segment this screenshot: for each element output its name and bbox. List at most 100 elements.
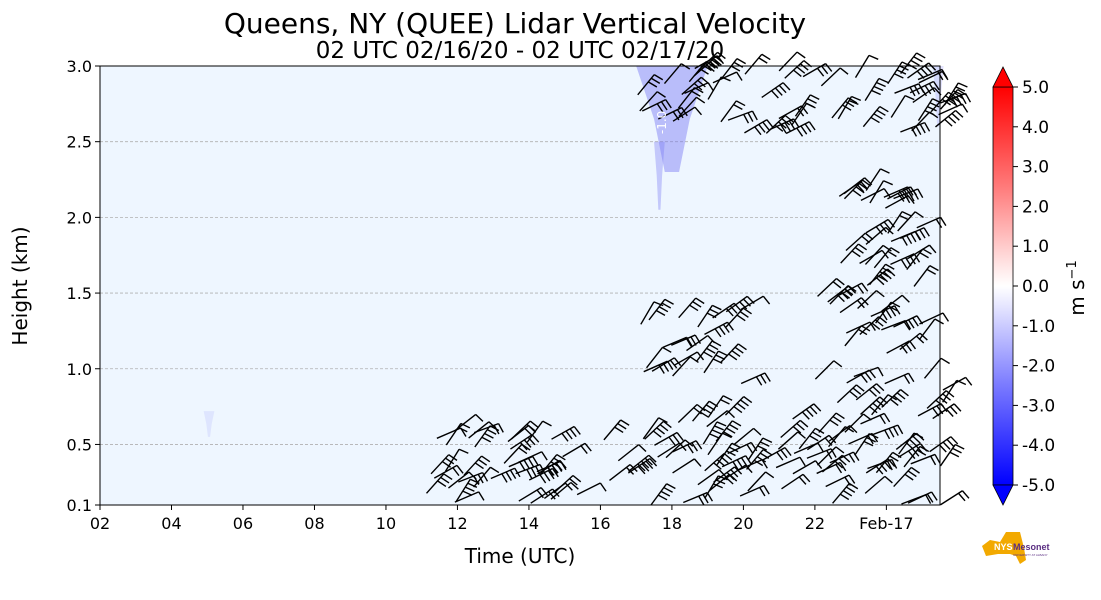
wind-barb bbox=[940, 490, 970, 506]
wind-barb bbox=[791, 102, 816, 126]
wind-barb bbox=[510, 420, 539, 440]
downdraft-region bbox=[932, 66, 944, 127]
plot-background bbox=[100, 66, 940, 505]
chart-title: Queens, NY (QUEE) Lidar Vertical Velocit… bbox=[224, 7, 806, 40]
wind-barb bbox=[839, 297, 869, 314]
wind-barb bbox=[860, 412, 891, 425]
plot-frame bbox=[99, 65, 941, 506]
wind-barb bbox=[913, 265, 939, 287]
wind-barb bbox=[899, 332, 928, 351]
colorbar-tick-label: 0.0 bbox=[1022, 277, 1049, 297]
wind-barb bbox=[683, 491, 714, 506]
wind-barb bbox=[792, 403, 822, 420]
wind-barb bbox=[829, 451, 860, 464]
wind-barb bbox=[436, 427, 467, 439]
logo-mesonet-text: Mesonet bbox=[1013, 542, 1050, 552]
wind-barb bbox=[444, 448, 469, 472]
wind-barb bbox=[935, 109, 964, 128]
wind-barb bbox=[744, 53, 771, 75]
wind-barb bbox=[932, 403, 962, 420]
wind-barb bbox=[900, 121, 931, 137]
wind-barb bbox=[719, 343, 747, 364]
wind-barb bbox=[747, 471, 775, 492]
wind-barb bbox=[820, 67, 849, 87]
wind-barb bbox=[551, 425, 581, 442]
wind-barb bbox=[454, 491, 485, 503]
x-tick-label: 06 bbox=[233, 514, 253, 533]
colorbar-min-extend bbox=[992, 484, 1014, 506]
wind-barb bbox=[733, 427, 762, 446]
wind-barb bbox=[836, 384, 865, 404]
wind-barb bbox=[765, 114, 794, 134]
wind-barb bbox=[645, 346, 672, 369]
wind-barb bbox=[702, 421, 727, 445]
x-tick-label: 16 bbox=[590, 514, 610, 533]
wind-barb bbox=[890, 230, 921, 246]
wind-barb bbox=[678, 297, 705, 319]
wind-barb bbox=[775, 456, 806, 469]
wind-barb bbox=[643, 360, 674, 374]
wind-barb bbox=[907, 491, 938, 504]
colorbar-tick-label: -2.0 bbox=[1022, 357, 1055, 377]
wind-barb bbox=[672, 458, 702, 474]
wind-barb bbox=[642, 417, 668, 440]
downdraft-region bbox=[636, 66, 708, 172]
logo-tagline: UNIVERSITY AT ALBANY bbox=[1013, 553, 1048, 557]
wind-barb bbox=[864, 77, 889, 101]
wind-barb bbox=[672, 106, 703, 122]
wind-barb bbox=[865, 226, 894, 245]
x-tick-label: 12 bbox=[447, 514, 467, 533]
nys-mesonet-logo: NYS Mesonet UNIVERSITY AT ALBANY bbox=[982, 532, 1050, 564]
wind-barb bbox=[648, 298, 674, 321]
colorbar-label: m s−1 bbox=[1065, 260, 1089, 315]
wind-barb bbox=[848, 432, 879, 445]
wind-barb bbox=[897, 211, 924, 232]
wind-barb bbox=[518, 486, 548, 502]
ny-state-shape bbox=[982, 532, 1026, 564]
wind-barb bbox=[433, 464, 464, 479]
wind-barb bbox=[744, 119, 774, 136]
wind-barb bbox=[536, 460, 567, 476]
wind-barb bbox=[917, 402, 948, 417]
colorbar-tick-label: 5.0 bbox=[1022, 78, 1049, 98]
wind-barb bbox=[857, 290, 885, 310]
colorbar-tick-label: -3.0 bbox=[1022, 396, 1055, 416]
colorbar-tick-label: -1.0 bbox=[1022, 317, 1055, 337]
wind-barb bbox=[721, 455, 752, 471]
wind-barb bbox=[715, 420, 742, 442]
x-tick-label: 22 bbox=[805, 514, 825, 533]
wind-barb bbox=[818, 412, 845, 433]
colorbar-tick-label: -5.0 bbox=[1022, 476, 1055, 496]
wind-barb bbox=[672, 356, 699, 377]
wind-barb bbox=[686, 334, 716, 352]
wind-barb bbox=[651, 357, 682, 372]
wind-barb bbox=[864, 475, 893, 494]
wind-barb bbox=[890, 94, 915, 118]
colorbar-tick-label: 3.0 bbox=[1022, 158, 1049, 178]
wind-barb bbox=[881, 294, 910, 312]
wind-barb bbox=[737, 459, 768, 471]
colorbar-tick-label: 2.0 bbox=[1022, 197, 1049, 217]
x-tick-label: 18 bbox=[662, 514, 682, 533]
wind-barb bbox=[678, 96, 706, 117]
wind-barb bbox=[919, 312, 950, 325]
colorbar: 5.0 4.0 3.0 2.0 1.0 0.0 -1.0 -2.0 -3.0 -4.0 -5.0 m… bbox=[992, 66, 1089, 506]
wind-barb bbox=[698, 51, 726, 71]
wind-barb bbox=[473, 466, 500, 488]
wind-barb bbox=[644, 420, 672, 440]
wind-barb bbox=[832, 482, 859, 504]
wind-barb bbox=[843, 179, 872, 200]
wind-barb bbox=[761, 82, 791, 99]
wind-barb bbox=[707, 432, 732, 456]
wind-barb bbox=[903, 445, 930, 468]
wind-barb bbox=[640, 301, 664, 325]
wind-barb bbox=[712, 71, 743, 84]
wind-barb bbox=[672, 440, 703, 454]
y-tick-label: 2.0 bbox=[67, 208, 92, 227]
x-tick-label: 02 bbox=[90, 514, 110, 533]
wind-barb bbox=[873, 247, 900, 269]
wind-barb bbox=[641, 99, 672, 113]
downdraft-regions bbox=[203, 66, 944, 437]
x-tick-label: 20 bbox=[733, 514, 753, 533]
wind-barb bbox=[860, 396, 888, 415]
